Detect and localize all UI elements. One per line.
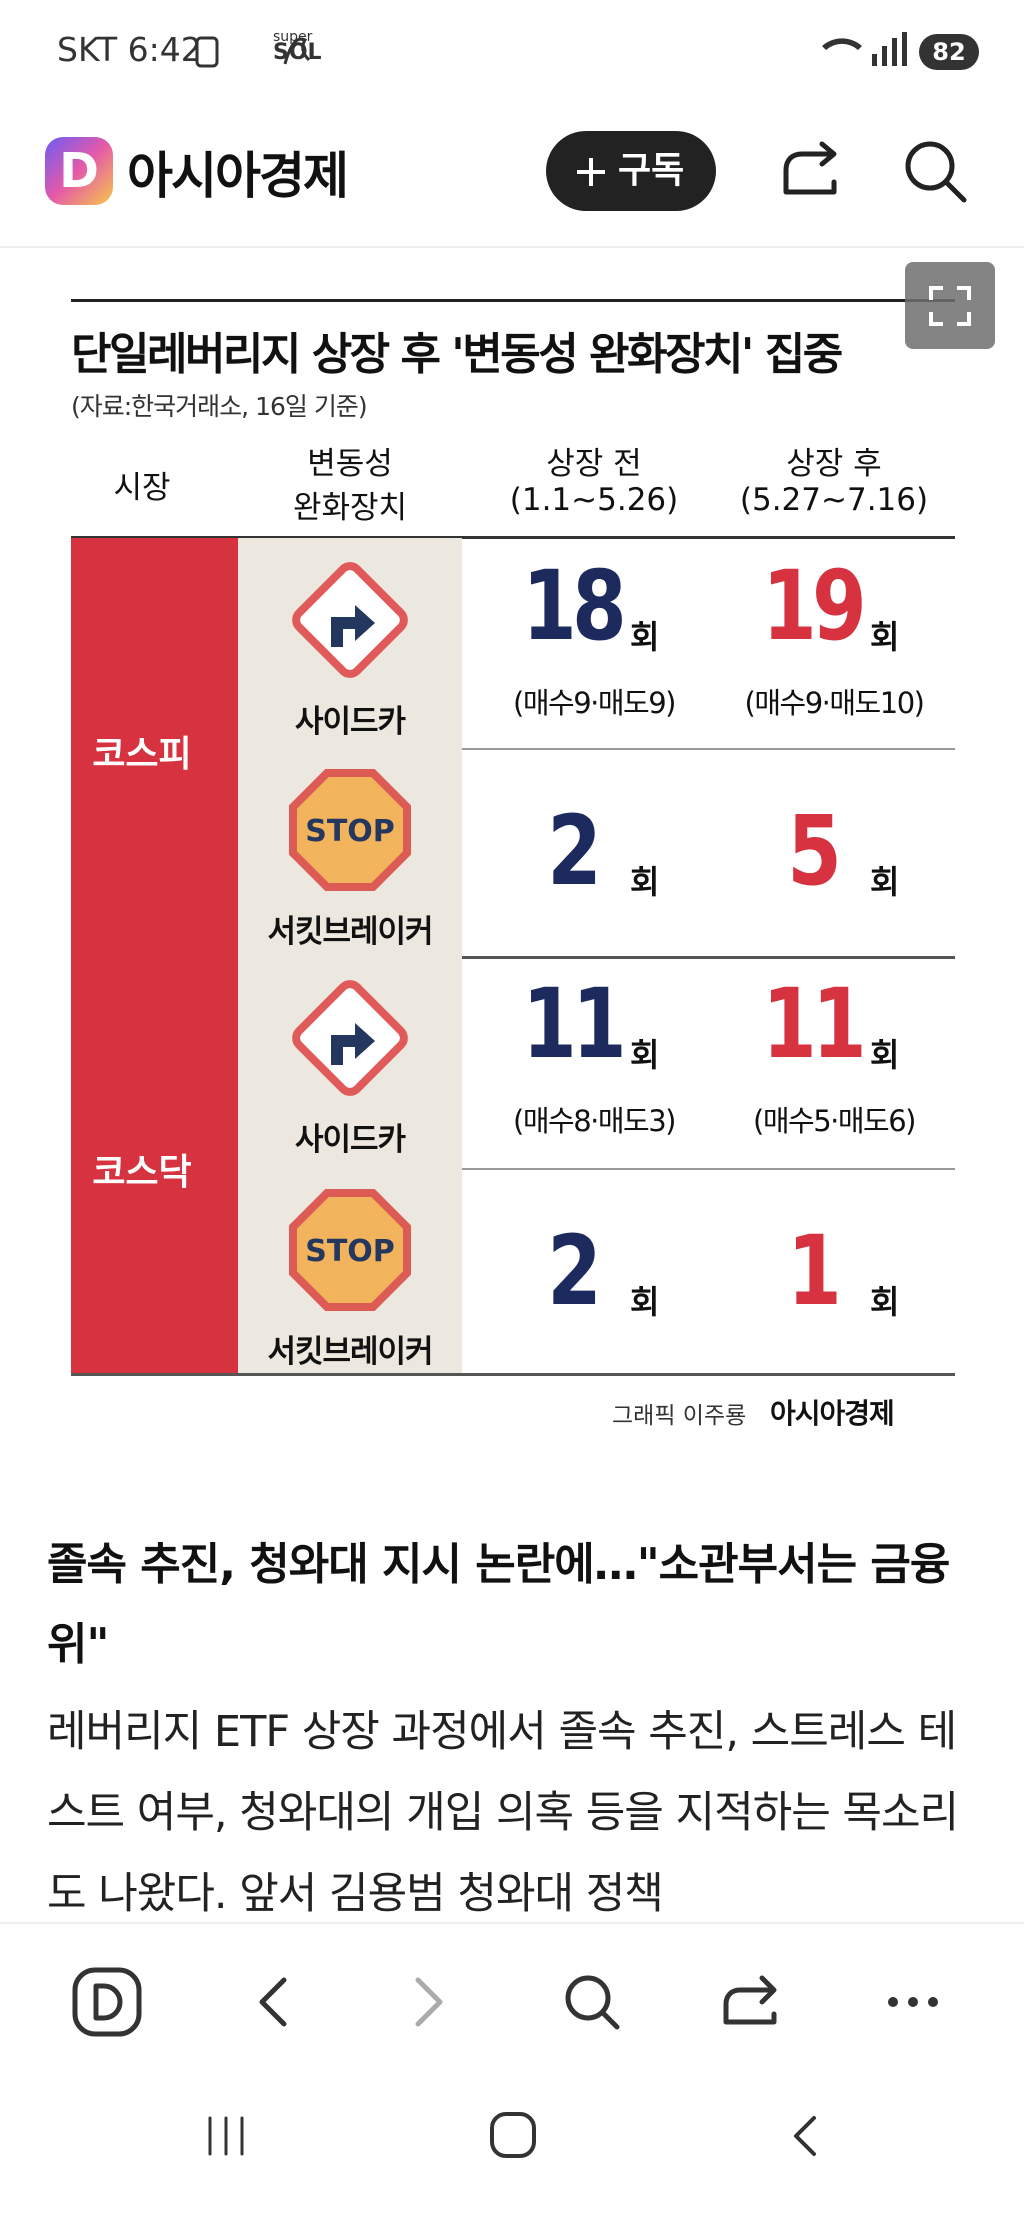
row-rule (238, 1168, 955, 1170)
forward-button[interactable] (415, 1977, 443, 2027)
info-title: 단일레버리지 상장 후 '변동성 완화장치' 집중 (71, 329, 843, 380)
menu-button[interactable] (888, 1997, 938, 2007)
market-cell (71, 956, 238, 1373)
count: 11 (762, 968, 867, 1080)
share-button[interactable] (778, 138, 844, 204)
detail: (매수9·매도10) (744, 686, 925, 720)
device-label: 사이드카 (294, 1122, 406, 1158)
app-sol: SOL (273, 40, 322, 65)
col-header: (1.1~5.26) (509, 482, 679, 518)
detail: (매수8·매도3) (513, 1104, 676, 1138)
unit: 회 (630, 1036, 660, 1074)
unit: 회 (870, 1283, 900, 1321)
article-body: 레버리지 ETF 상장 과정에서 졸속 추진, 스트레스 테스트 여부, 청와대… (47, 1707, 959, 1919)
unit: 회 (630, 618, 660, 656)
sidecar-icon (292, 980, 408, 1096)
credit-designer: 그래픽 이주룡 (612, 1403, 747, 1429)
unit: 회 (870, 1036, 900, 1074)
detail: (매수9·매도9) (513, 686, 676, 720)
count: 2 (547, 1215, 602, 1327)
battery: 82 (919, 34, 979, 70)
fullscreen-button[interactable] (905, 262, 995, 349)
device-label: 사이드카 (294, 704, 406, 740)
count: 18 (522, 550, 627, 662)
unit: 회 (870, 863, 900, 901)
col-header: 상장 전 (546, 446, 642, 482)
unit: 회 (870, 618, 900, 656)
logo[interactable]: D (45, 137, 113, 205)
col-header: 시장 (113, 470, 171, 506)
col-header: 완화장치 (292, 490, 408, 526)
count: 2 (547, 795, 602, 907)
plus-icon (577, 158, 605, 186)
market-label: 코스피 (92, 734, 192, 775)
nav-icons (72, 1967, 938, 2158)
unit: 회 (630, 1283, 660, 1321)
device-label: 서킷브레이커 (267, 1334, 433, 1370)
count: 5 (787, 795, 842, 907)
col-header: 상장 후 (786, 446, 882, 482)
status-app: super SOL (273, 29, 322, 65)
rule (71, 536, 955, 539)
status-icons (195, 36, 311, 68)
count: 1 (787, 1215, 842, 1327)
home-d-button[interactable] (72, 1967, 142, 2037)
article-heading: 졸속 추진, 청와대 지시 논란에…"소관부서는 금융위" (47, 1539, 950, 1670)
search-button[interactable] (902, 138, 968, 204)
signal-icons (822, 32, 907, 66)
stop-sign-icon: STOP (289, 769, 411, 891)
top-rule (71, 299, 955, 302)
count: 11 (522, 968, 627, 1080)
stop-label: STOP (305, 1234, 395, 1269)
share-nav[interactable] (723, 1975, 777, 2025)
status-time: SKT 6:42 (57, 30, 202, 69)
back-button[interactable] (259, 1977, 287, 2027)
col-header: (5.27~7.16) (739, 482, 929, 518)
divider (0, 246, 1024, 248)
device-label: 서킷브레이커 (267, 914, 433, 950)
bottom-nav (0, 1922, 1024, 2221)
count: 19 (762, 550, 867, 662)
unit: 회 (630, 863, 660, 901)
sidecar-icon (292, 562, 408, 678)
row-rule (238, 748, 955, 750)
market-label: 코스닥 (92, 1151, 192, 1193)
market-cell (71, 538, 238, 956)
search-nav[interactable] (565, 1975, 611, 2021)
infographic: 단일레버리지 상장 후 '변동성 완화장치' 집중 (자료:한국거래소, 16일 … (0, 248, 1024, 1448)
stop-label: STOP (305, 814, 395, 849)
market-rule (71, 1373, 955, 1376)
app-super: super (273, 29, 313, 45)
stop-sign-icon: STOP (289, 1189, 411, 1311)
detail: (매수5·매도6) (753, 1104, 916, 1138)
site-name[interactable]: 아시아경제 (127, 147, 349, 205)
market-rule (71, 956, 955, 959)
col-header: 변동성 (307, 446, 393, 482)
info-source: (자료:한국거래소, 16일 기준) (71, 392, 368, 421)
subscribe-button[interactable]: 구독 (546, 131, 716, 211)
credit-brand: 아시아경제 (770, 1397, 895, 1430)
